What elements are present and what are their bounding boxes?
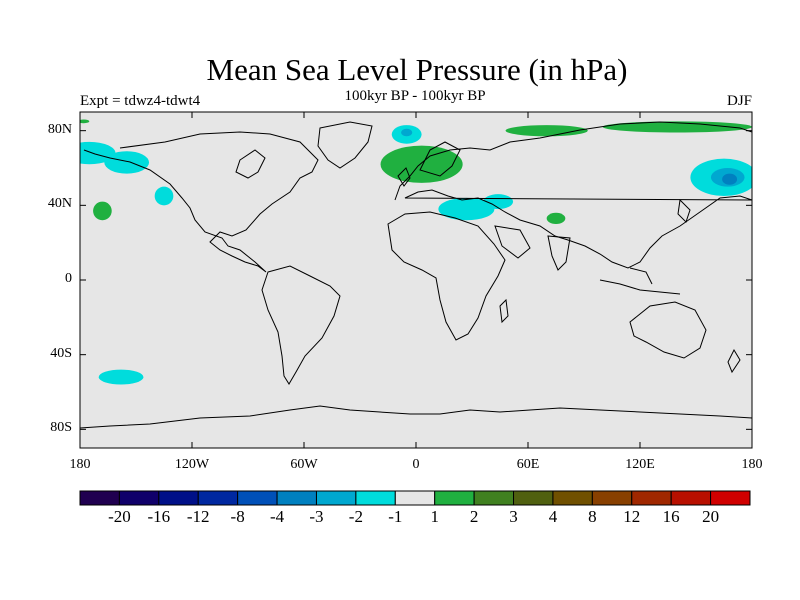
colorbar-cell [197,490,239,506]
colorbar-label: -12 [186,507,210,526]
colorbar-label: 4 [548,507,558,526]
lon-label: 180 [741,457,763,472]
axis-ticks [79,112,753,448]
colorbar-label: -16 [147,507,171,526]
colorbar-cell [355,490,396,506]
colorbar-cell [670,490,712,506]
colorbar-label: -4 [269,507,285,526]
colorbar-label: -1 [388,507,403,526]
anomaly-region-mediterranean [438,197,495,221]
colorbar-label: -2 [348,507,363,526]
coastline-north-america [83,131,319,273]
colorbar-label: -20 [108,507,131,526]
anomaly-region-pacific-nw [154,186,174,206]
coastline-africa [387,211,506,341]
colorbar-cell [118,490,160,506]
colorbar-label: 3 [509,507,518,526]
colorbar-cell [591,490,633,506]
anomaly-region-north-america-edge [80,119,90,124]
lon-label: 60W [290,457,318,472]
colorbar-label: 2 [469,507,479,526]
colorbar-cell [276,490,317,506]
anomaly-region-siberia-east-core [722,173,738,185]
anomaly-region-central-asia [546,212,566,224]
lon-label: 120E [625,457,655,472]
colorbar-cell [79,490,120,506]
colorbar-cell [237,490,278,506]
season-label: DJF [726,93,752,109]
coastline-india [547,235,571,271]
colorbar-label: 16 [662,507,680,526]
anomaly-region-greenland-east-inner [401,128,413,137]
experiment-label: Expt = tdwz4-tdwt4 [80,93,201,109]
anomaly-region-barents [505,125,588,137]
colorbar-label: 8 [588,507,597,526]
coastline-new-zealand [727,348,741,374]
coastline-arabia [494,225,531,259]
lon-label: 0 [412,457,420,472]
coastline-indonesia [599,267,681,295]
anomaly-region-pacific-central [93,201,112,221]
colorbar-cell [710,490,751,506]
lat-label: 0 [65,271,72,286]
lat-label: 40N [47,196,72,212]
colorbar-cell [158,490,199,506]
coastline-south-america [261,265,341,385]
lat-label: 40S [50,345,72,361]
coastline-antarctica [80,405,752,429]
map-title: Mean Sea Level Pressure (in hPa) [206,52,628,87]
coastline-scandinavia [419,141,461,177]
anomaly-region-arctic-east [602,121,752,133]
time-range-subtitle: 100kyr BP - 100kyr BP [344,88,486,104]
coastline-australia [629,301,707,359]
colorbar-cell [434,490,475,506]
lon-label: 60E [516,457,540,472]
lon-label: 180 [69,457,91,472]
colorbar-cell [394,490,436,506]
colorbar-cell [631,490,672,506]
coastline-japan [677,198,691,223]
colorbar-cell [315,490,357,506]
colorbar-label: -3 [309,507,324,526]
coastline-greenland [317,121,373,169]
colorbar-cell [552,490,593,506]
colorbar-label: 1 [430,507,439,526]
lat-label: 80S [50,420,72,436]
coastline-british-isles [397,167,411,187]
anomaly-region-south-pacific [98,369,144,385]
anomaly-region-west-canada [104,151,150,174]
coastlines [80,121,752,429]
colorbar-label: 12 [623,507,641,526]
colorbar-label: -8 [230,507,245,526]
colorbar-cell [473,490,515,506]
coastline-hudson-bay [235,149,266,179]
colorbar-cell [513,490,554,506]
colorbar-label: 20 [702,507,720,526]
lon-label: 120W [174,457,210,472]
coastline-madagascar [499,298,509,324]
coastline-eurasia [394,121,752,269]
lat-label: 80N [47,121,72,137]
anomaly-region-caspian [483,194,514,210]
